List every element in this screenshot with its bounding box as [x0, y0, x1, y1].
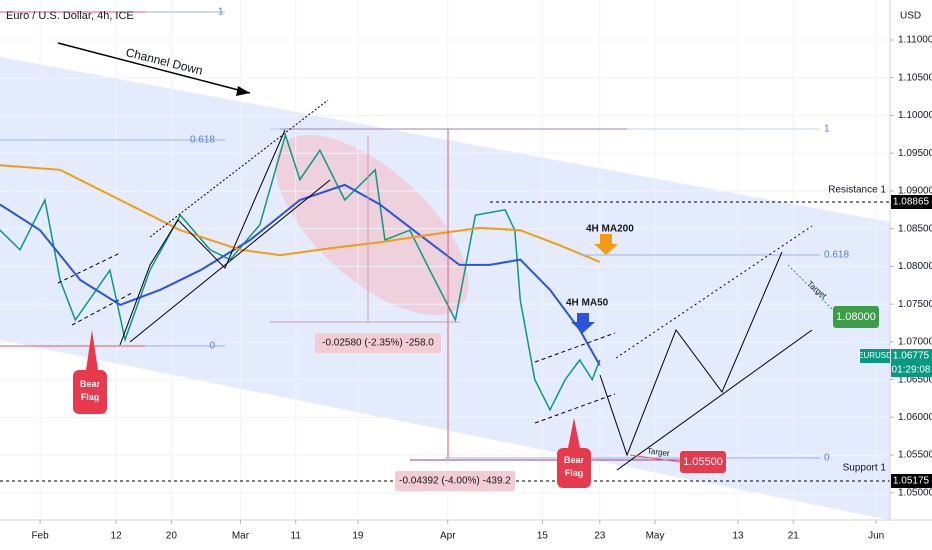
price-tag-label: 1.06775: [893, 351, 930, 362]
arrow: [57, 42, 251, 94]
x-tick-label: 21: [788, 531, 800, 542]
price-tag: [891, 349, 932, 377]
y-tick-label: 1.10000: [898, 110, 932, 121]
y-tick-label: 1.10500: [898, 72, 932, 83]
y-tick-label: 1.11000: [898, 35, 932, 46]
flag-pointer: [86, 330, 98, 370]
x-tick-label: Mar: [232, 531, 250, 542]
x-tick-label: Apr: [440, 531, 456, 542]
wave: [119, 129, 286, 346]
arrow-head: [236, 86, 250, 96]
y-tick-label: 1.05500: [898, 450, 932, 461]
bear-flag-badge: [73, 370, 107, 414]
target-line: [787, 264, 834, 311]
y-tick-label: 1.05000: [898, 487, 932, 498]
series-line: [0, 183, 601, 366]
y-tick-label: 1.07000: [898, 337, 932, 348]
target-label: Target: [646, 446, 670, 458]
channel-line: [149, 99, 329, 238]
fib-label: 0: [209, 341, 215, 352]
x-tick-label: 19: [352, 531, 364, 542]
projection-channel: [615, 225, 813, 359]
price-tag-label: 1.05175: [893, 476, 930, 487]
projection: [599, 251, 783, 457]
fib-label: 0.618: [190, 135, 215, 146]
x-tick-label: 13: [732, 531, 744, 542]
ma200-arrow: [594, 234, 618, 255]
y-tick-label: 1.08000: [898, 261, 932, 272]
ma50-arrow: [571, 313, 595, 333]
countdown-label: 01:29:08: [892, 365, 931, 376]
bear-flag-label: Bear Flag: [563, 455, 584, 478]
fib-label: 1: [218, 7, 224, 18]
target-box: [833, 306, 879, 328]
target-value: 1.05500: [683, 456, 723, 468]
target-box: [680, 451, 726, 473]
price-tag: [891, 195, 932, 209]
measure-box: [395, 471, 515, 491]
y-tick-label: 1.08500: [898, 223, 932, 234]
y-tick-label: 1.06500: [898, 374, 932, 385]
price-tag: [891, 474, 932, 488]
flag-line: [57, 252, 121, 284]
drawings: [0, 11, 890, 482]
flag-line: [71, 292, 133, 326]
x-tick-label: May: [646, 531, 665, 542]
bear-flag-label: Bear Flag: [79, 379, 100, 402]
measure-label: -0.04392 (-4.00%) -439.2: [399, 476, 511, 487]
y-tick-label: 1.07500: [898, 299, 932, 310]
currency: USD: [900, 11, 921, 22]
fib-label: 0: [824, 453, 830, 464]
series-line: [0, 164, 601, 263]
measure-box: [315, 333, 441, 353]
chart-title: Euro / U.S. Dollar, 4h, ICE: [6, 10, 134, 22]
channel-line: [129, 179, 331, 343]
series: [0, 132, 601, 412]
ma50-label: 4H MA50: [566, 298, 609, 309]
fib-label: 1: [824, 124, 830, 135]
price-tag-label: 1.08865: [893, 197, 930, 208]
fib-label: 0.618: [824, 250, 849, 261]
bear-flag-text: Bear Flag: [563, 455, 584, 478]
x-tick-label: 20: [166, 531, 178, 542]
y-tick-label: 1.09000: [898, 186, 932, 197]
measure-label: -0.02580 (-2.35%) -258.0: [322, 338, 434, 349]
projection-channel: [616, 329, 813, 471]
symbol-tag: [860, 349, 890, 363]
bear-flag-badge: [557, 448, 591, 488]
x-tick-label: 12: [111, 531, 123, 542]
y-tick-label: 1.09500: [898, 148, 932, 159]
target-value: 1.08000: [836, 311, 876, 323]
x-tick-label: 15: [537, 531, 549, 542]
series-line: [0, 132, 601, 412]
ma200-label: 4H MA200: [586, 224, 634, 235]
flag-line: [534, 332, 616, 363]
y-tick-label: 1.06000: [898, 412, 932, 423]
target-line: [629, 454, 681, 463]
axes: 1.05000 1.05500 1.06000 1.06500 1.07000 1.075…: [31, 35, 932, 542]
resistance-label: Resistance 1: [828, 185, 886, 196]
drop-ellipse: [275, 134, 469, 316]
x-tick-label: 23: [594, 531, 606, 542]
symbol-tag-label: EURUSD: [858, 351, 892, 360]
x-tick-label: Feb: [31, 531, 49, 542]
flag-pointer: [568, 418, 580, 448]
x-tick-label: Jun: [868, 531, 884, 542]
bear-flag-text: Bear Flag: [79, 379, 100, 402]
support-label: Support 1: [843, 463, 887, 474]
x-tick-label: 11: [291, 531, 302, 542]
flag-line: [534, 393, 616, 424]
